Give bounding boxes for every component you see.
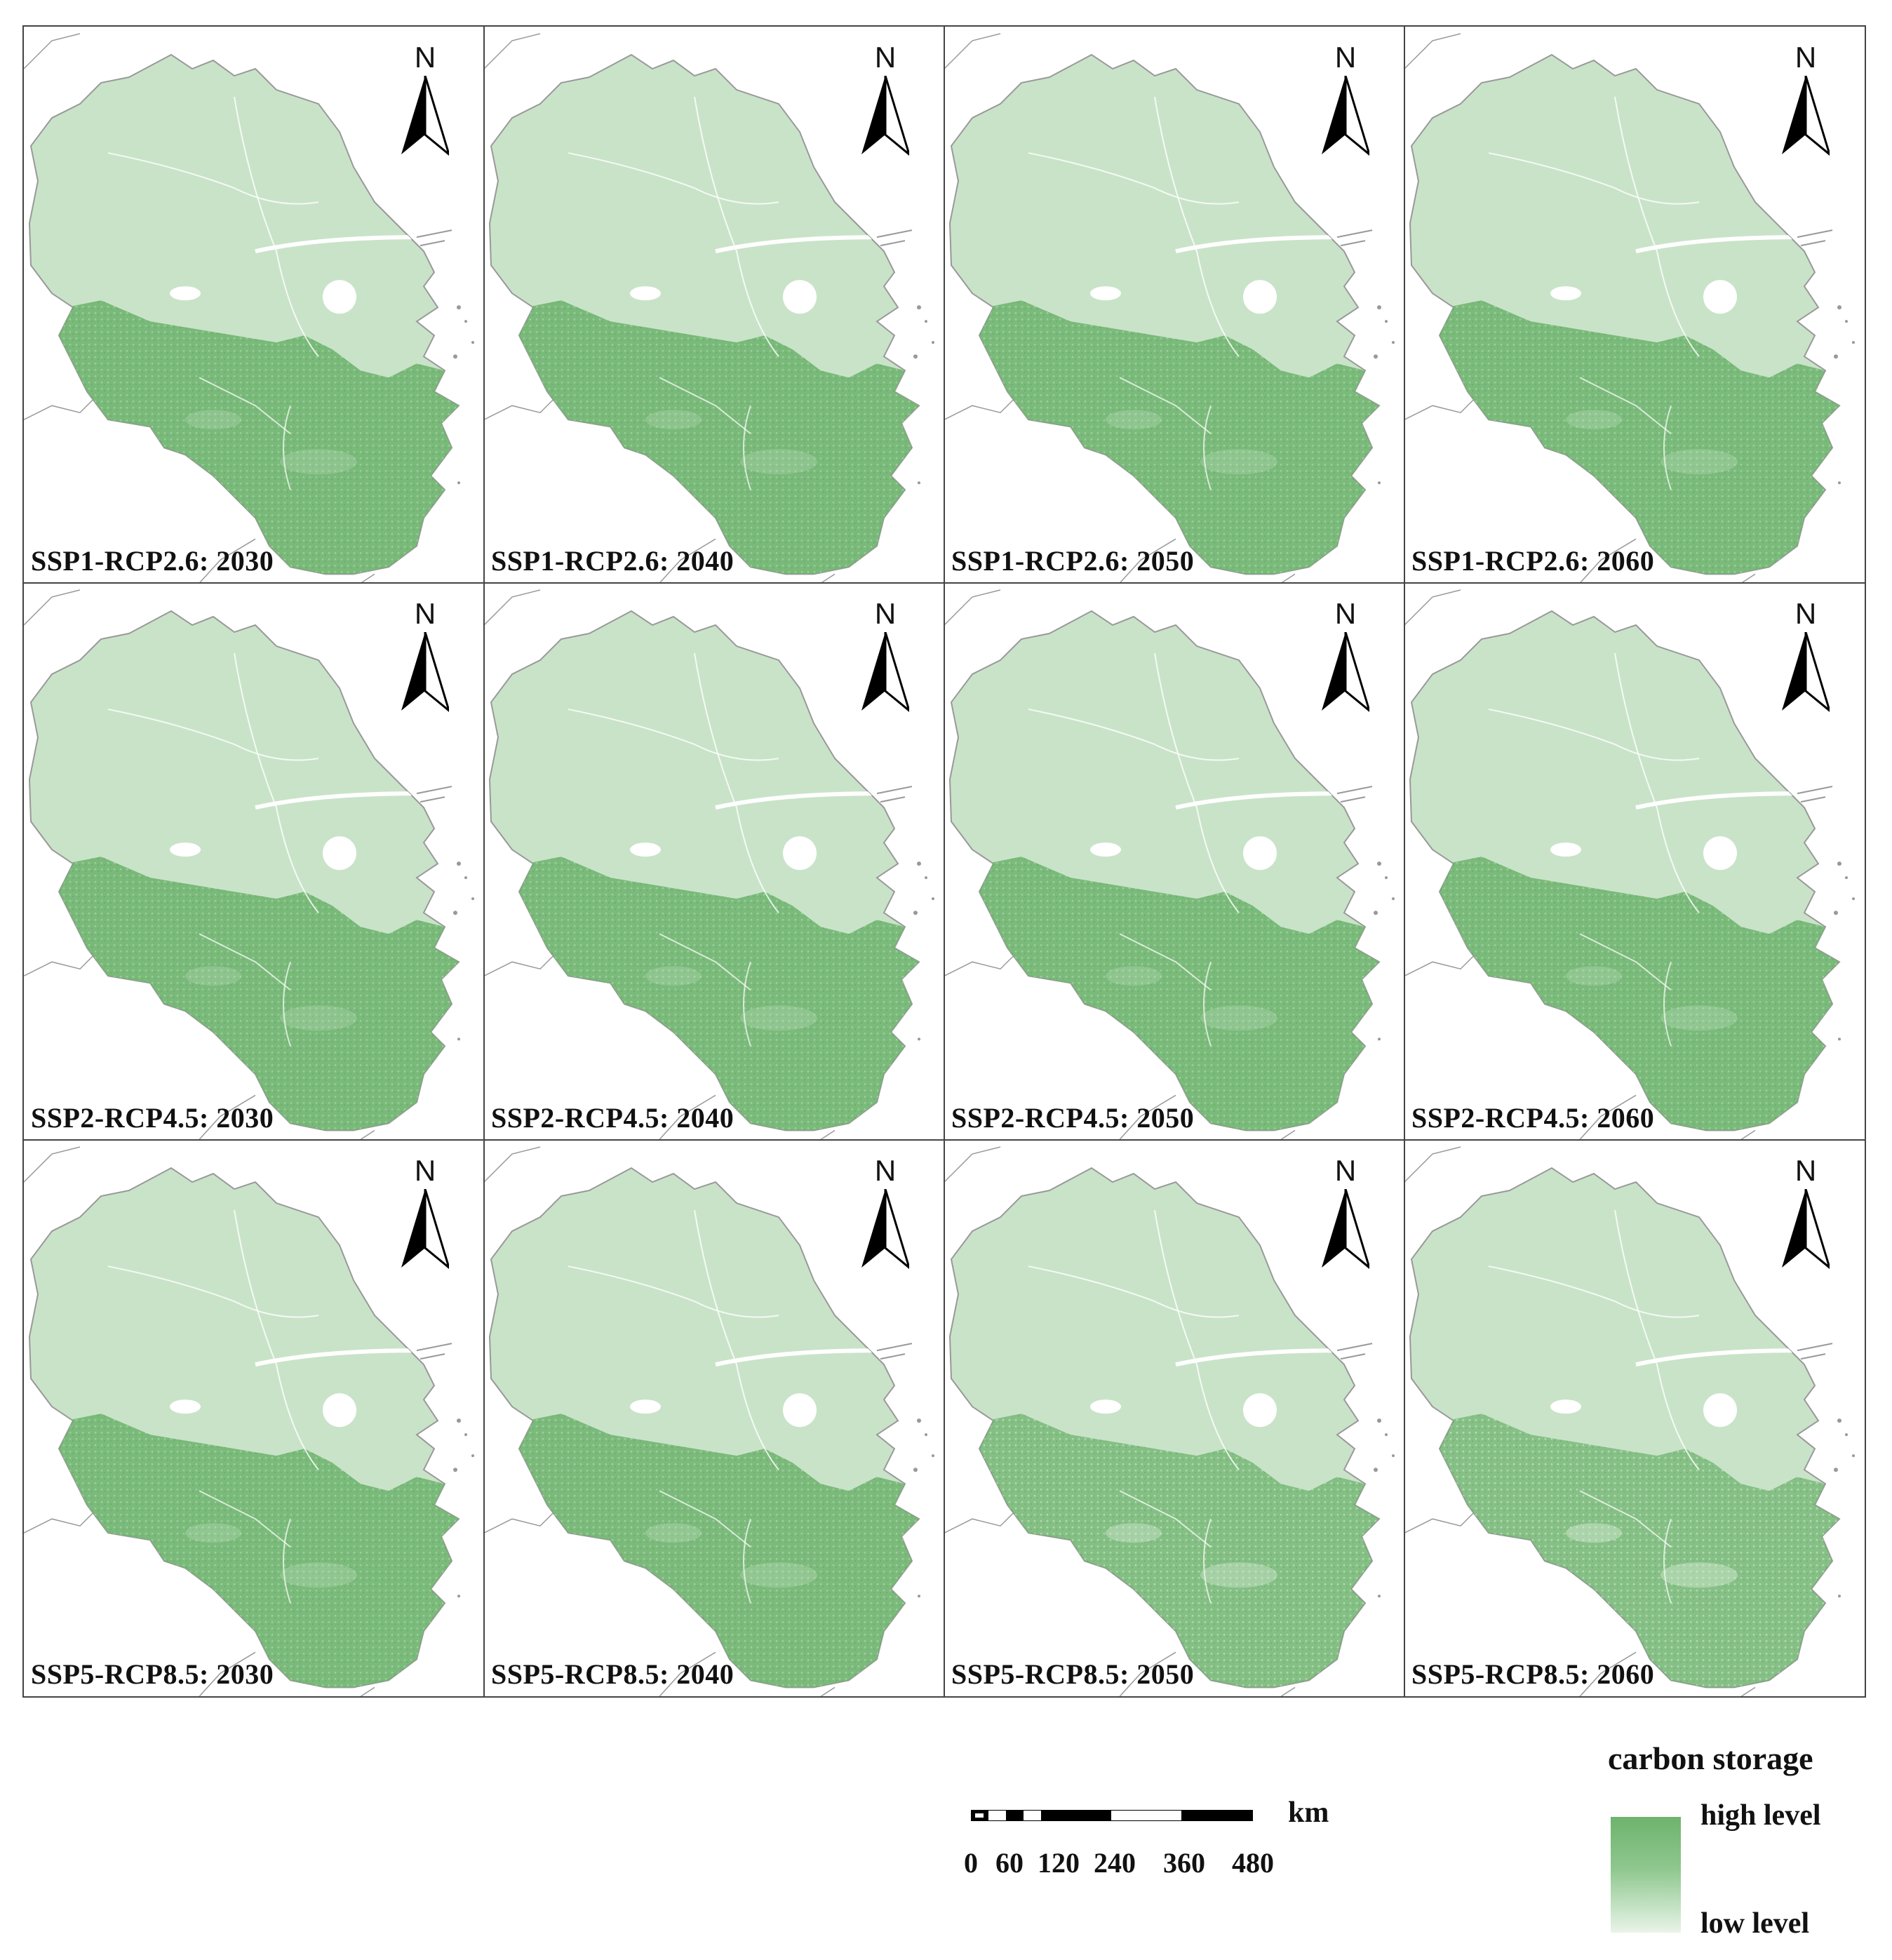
grid-divider [24,1139,1865,1141]
grid-divider [1404,27,1405,1696]
scale-tick: 120 [1038,1847,1080,1879]
north-arrow: N [397,597,453,716]
region-map [484,33,934,584]
north-arrow: N [397,1154,453,1273]
north-arrow: N [1778,597,1834,716]
north-arrow-icon [1782,632,1830,713]
map-panel: N SSP5-RCP8.5: 2040 [484,1139,944,1696]
panel-label: SSP2-RCP4.5: 2060 [1411,1101,1655,1134]
region-map [24,589,474,1140]
panel-label: SSP2-RCP4.5: 2040 [491,1101,734,1134]
north-arrow-letter: N [1334,1153,1357,1187]
north-arrow-icon [1782,1188,1830,1269]
north-arrow-letter: N [414,597,436,631]
north-arrow-letter: N [414,41,436,74]
grid-divider [483,27,485,1696]
region-map [24,1146,474,1696]
north-arrow-letter: N [874,597,897,631]
north-arrow-letter: N [1794,1153,1817,1187]
north-arrow: N [857,597,913,716]
north-arrow: N [1778,41,1834,160]
north-arrow-icon [401,76,449,156]
map-panel: N SSP1-RCP2.6: 2040 [484,27,944,584]
north-arrow-icon [861,632,909,713]
map-panel: N SSP5-RCP8.5: 2050 [944,1139,1404,1696]
map-panel: N SSP1-RCP2.6: 2060 [1404,27,1865,584]
map-grid: N SSP1-RCP2.6: 2030 [22,25,1866,1698]
north-arrow: N [1317,41,1374,160]
region-map [484,1146,934,1696]
panel-label: SSP1-RCP2.6: 2050 [951,545,1195,577]
scale-unit: km [1288,1797,1329,1829]
north-arrow-letter: N [1334,41,1357,74]
scale-bar: km 0 60 120 240 360 480 [964,1797,1329,1887]
grid-divider [944,27,945,1696]
panel-label: SSP2-RCP4.5: 2050 [951,1101,1195,1134]
panel-label: SSP1-RCP2.6: 2040 [491,545,734,577]
map-panel: N SSP5-RCP8.5: 2030 [24,1139,484,1696]
panel-label: SSP5-RCP8.5: 2060 [1411,1658,1655,1690]
region-map [944,589,1395,1140]
region-map [944,33,1395,584]
panel-label: SSP2-RCP4.5: 2030 [31,1101,274,1134]
north-arrow: N [1317,597,1374,716]
scale-tick: 480 [1232,1847,1274,1879]
north-arrow-icon [401,1188,449,1269]
north-arrow-letter: N [1794,41,1817,74]
panel-label: SSP1-RCP2.6: 2060 [1411,545,1655,577]
north-arrow-icon [1322,76,1369,156]
north-arrow: N [857,41,913,160]
north-arrow-icon [861,1188,909,1269]
north-arrow-icon [1782,76,1830,156]
region-map [1404,33,1855,584]
north-arrow-letter: N [1334,597,1357,631]
scale-tick: 0 [964,1847,978,1879]
north-arrow: N [1778,1154,1834,1273]
region-map [944,1146,1395,1696]
map-panel: N SSP2-RCP4.5: 2050 [944,583,1404,1140]
legend: carbon storage high level low level [1606,1740,1873,1950]
panel-label: SSP5-RCP8.5: 2040 [491,1658,734,1690]
north-arrow: N [397,41,453,160]
map-panel: N SSP5-RCP8.5: 2060 [1404,1139,1865,1696]
north-arrow: N [857,1154,913,1273]
north-arrow-letter: N [1794,597,1817,631]
region-map [1404,589,1855,1140]
scale-tick: 360 [1163,1847,1205,1879]
region-map [24,33,474,584]
scale-tick: 240 [1094,1847,1136,1879]
map-panel: N SSP2-RCP4.5: 2040 [484,583,944,1140]
north-arrow-icon [1322,632,1369,713]
grid-divider [24,582,1865,584]
map-panel: N SSP2-RCP4.5: 2060 [1404,583,1865,1140]
north-arrow-icon [861,76,909,156]
panel-label: SSP1-RCP2.6: 2030 [31,545,274,577]
legend-color-ramp [1611,1817,1681,1933]
legend-low-label: low level [1700,1907,1810,1940]
panel-label: SSP5-RCP8.5: 2030 [31,1658,274,1690]
region-map [484,589,934,1140]
scale-bar-graphic [971,1810,1253,1821]
north-arrow-letter: N [874,41,897,74]
north-arrow-icon [401,632,449,713]
map-panel: N SSP2-RCP4.5: 2030 [24,583,484,1140]
legend-title: carbon storage [1608,1740,1813,1776]
scale-tick: 60 [995,1847,1024,1879]
north-arrow-icon [1322,1188,1369,1269]
map-panel: N SSP1-RCP2.6: 2030 [24,27,484,584]
panel-label: SSP5-RCP8.5: 2050 [951,1658,1195,1690]
north-arrow-letter: N [874,1153,897,1187]
region-map [1404,1146,1855,1696]
map-panel: N SSP1-RCP2.6: 2050 [944,27,1404,584]
north-arrow-letter: N [414,1153,436,1187]
north-arrow: N [1317,1154,1374,1273]
legend-high-label: high level [1700,1799,1821,1832]
